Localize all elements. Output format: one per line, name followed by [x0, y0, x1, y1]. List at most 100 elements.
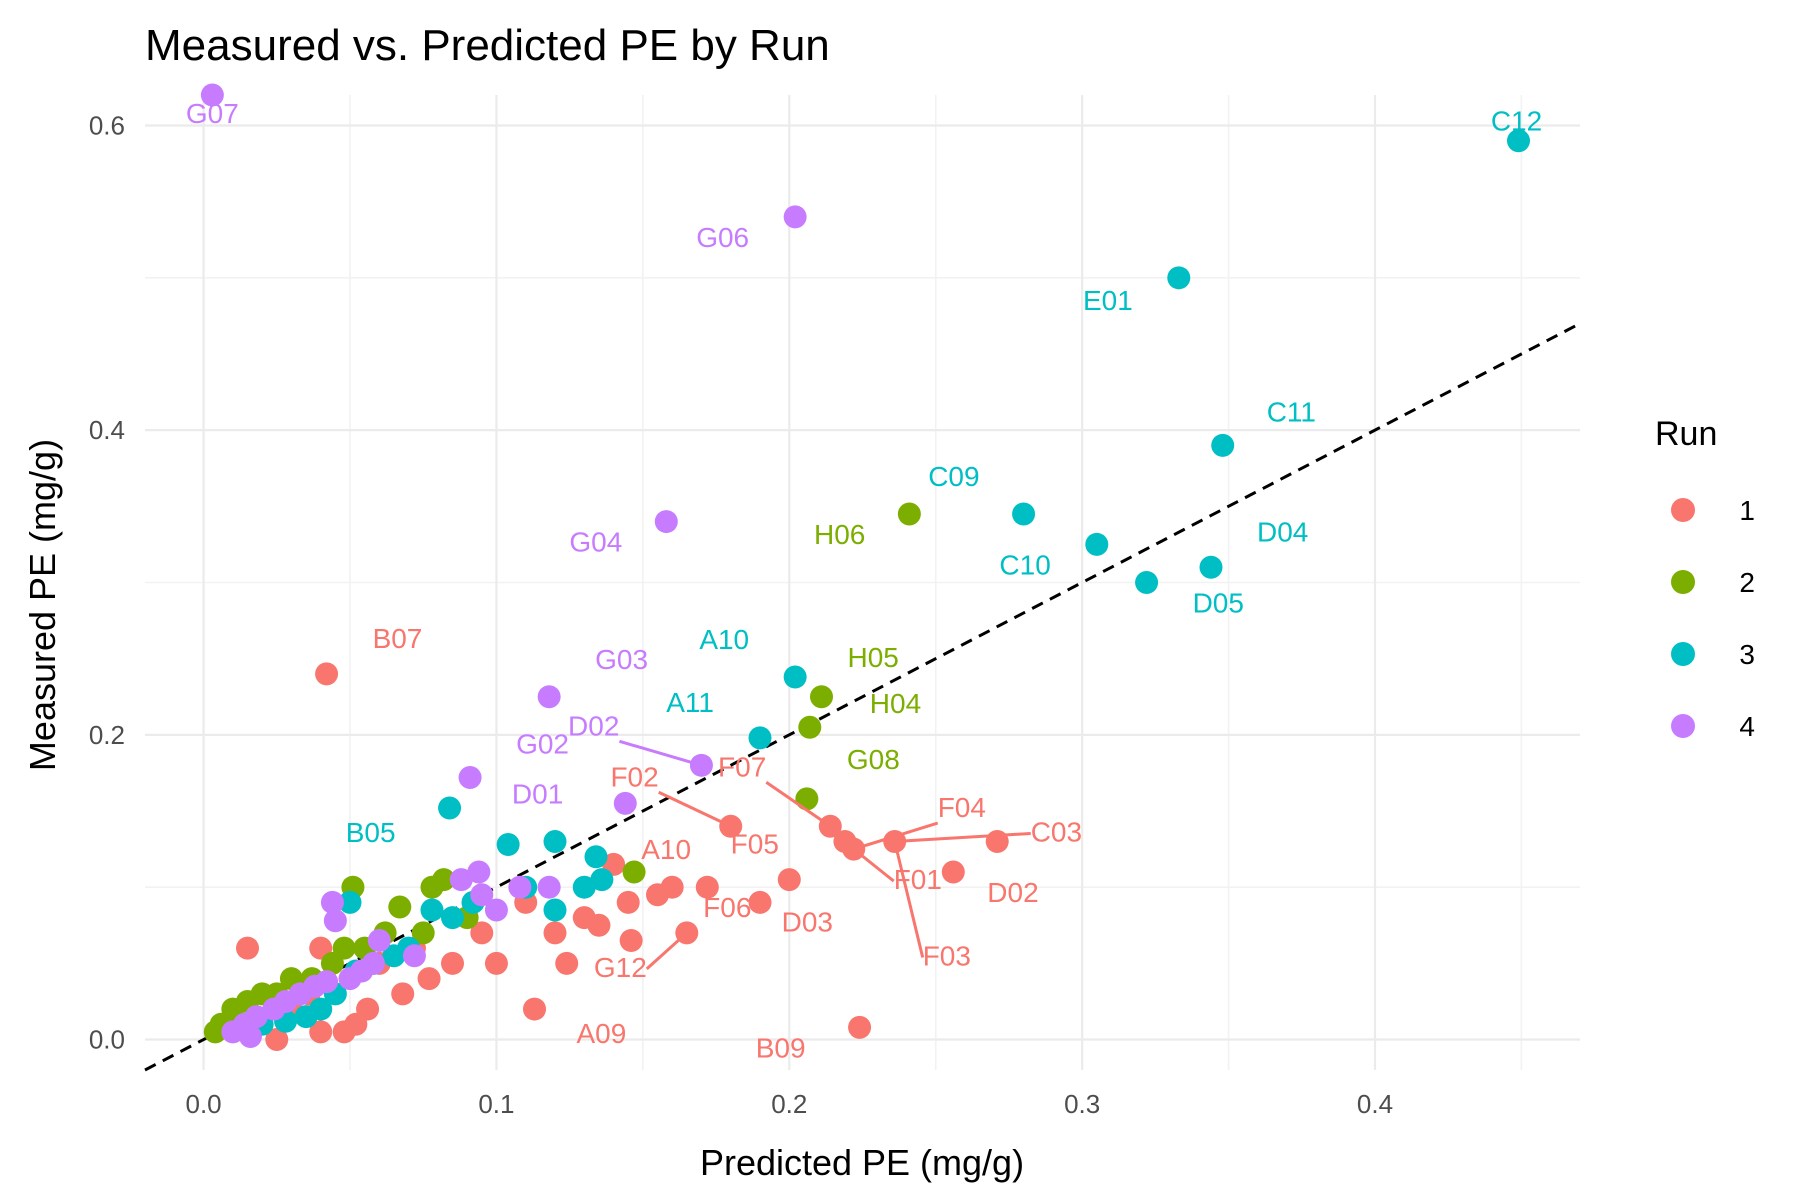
point-label: G02 — [516, 729, 569, 760]
point-label: C12 — [1491, 106, 1542, 137]
point-label: G04 — [569, 527, 622, 558]
point-label: B07 — [373, 623, 423, 654]
y-axis-title: Measured PE (mg/g) — [22, 439, 63, 771]
scatter-point-run-2 — [320, 951, 344, 975]
scatter-point-run-1 — [941, 860, 965, 884]
annotation-leader-line — [645, 931, 688, 971]
scatter-point-run-1 — [309, 1020, 333, 1044]
label-layer: G07 C12 G06 E01 C11 C09 H06 G04 D04 C10 D05 B07 A10 H… — [186, 98, 1542, 1063]
point-label: A10 — [641, 834, 691, 865]
x-tick-label: 0.2 — [771, 1089, 807, 1119]
scatter-point-run-4 — [508, 875, 532, 899]
annotation-leader-line — [893, 841, 925, 958]
point-label: C03 — [1031, 816, 1082, 847]
scatter-point-run-2 — [203, 1020, 227, 1044]
scatter-point-run-2 — [622, 860, 646, 884]
scatter-point-run-4 — [467, 860, 491, 884]
y-tick-label: 0.0 — [89, 1025, 125, 1055]
scatter-point-run-1 — [391, 982, 415, 1006]
scatter-point-run-1 — [315, 662, 339, 686]
scatter-point-run-1 — [985, 829, 1009, 853]
point-label: D01 — [512, 778, 563, 809]
scatter-point-run-1 — [616, 890, 640, 914]
y-tick-label: 0.2 — [89, 720, 125, 750]
scatter-point-run-2 — [432, 868, 456, 892]
scatter-point-run-3 — [543, 898, 567, 922]
scatter-point-run-3 — [1012, 502, 1036, 526]
point-label: A10 — [699, 624, 749, 655]
scatter-point-run-3 — [584, 845, 608, 869]
point-label: D03 — [782, 907, 833, 938]
scatter-point-run-4 — [262, 997, 286, 1021]
annotation-leader-line — [619, 739, 702, 767]
point-label: F04 — [938, 792, 986, 823]
point-label: G06 — [696, 222, 749, 253]
scatter-point-run-3 — [420, 898, 444, 922]
x-axis-title: Predicted PE (mg/g) — [700, 1142, 1024, 1183]
scatter-point-run-2 — [795, 787, 819, 811]
y-tick-label: 0.4 — [89, 415, 125, 445]
annotation-leader-line — [894, 831, 1031, 843]
scatter-point-run-3 — [1211, 433, 1235, 457]
x-tick-label: 0.1 — [478, 1089, 514, 1119]
scatter-point-run-2 — [798, 715, 822, 739]
point-label: A11 — [666, 687, 714, 718]
scatter-point-run-4 — [537, 875, 561, 899]
legend: Run 1 2 3 4 — [1655, 415, 1755, 742]
axis-layer: 0.0 0.1 0.2 0.3 0.4 0.0 0.2 0.4 0.6 — [89, 110, 1393, 1119]
scatter-point-run-4 — [238, 1024, 262, 1048]
scatter-point-run-2 — [810, 685, 833, 709]
scatter-point-run-3 — [590, 868, 614, 892]
scatter-point-run-1 — [777, 868, 801, 892]
scatter-point-run-2 — [411, 921, 435, 945]
scatter-point-run-4 — [783, 205, 807, 229]
scatter-point-run-4 — [200, 83, 224, 107]
scatter-point-run-3 — [543, 829, 567, 853]
point-label: D04 — [1257, 516, 1308, 547]
legend-label-run-1: 1 — [1739, 495, 1755, 526]
point-label: F03 — [923, 940, 971, 971]
scatter-point-run-4 — [402, 944, 426, 968]
point-label: B05 — [346, 817, 396, 848]
chart-title: Measured vs. Predicted PE by Run — [145, 21, 830, 70]
scatter-point-run-1 — [555, 951, 579, 975]
scatter-point-run-3 — [441, 906, 464, 930]
annotation-leader-line — [853, 821, 939, 851]
x-tick-label: 0.0 — [185, 1089, 221, 1119]
legend-label-run-2: 2 — [1739, 567, 1755, 598]
legend-key-run-4 — [1671, 714, 1695, 738]
legend-key-run-2 — [1671, 570, 1695, 594]
point-label: G12 — [594, 952, 647, 983]
legend-key-run-3 — [1671, 642, 1695, 666]
point-label: H06 — [814, 519, 865, 550]
point-label: G03 — [595, 644, 648, 675]
point-label: D02 — [987, 877, 1038, 908]
annotation-leader-line — [852, 847, 895, 883]
point-label: F02 — [610, 761, 658, 792]
scatter-point-run-3 — [438, 796, 462, 820]
point-label: C09 — [928, 461, 979, 492]
scatter-point-run-3 — [496, 833, 520, 857]
scatter-point-run-1 — [587, 913, 611, 937]
scatter-point-run-4 — [338, 967, 362, 991]
scatter-point-run-3 — [572, 875, 596, 899]
scatter-point-run-4 — [367, 929, 391, 953]
scatter-point-run-3 — [748, 726, 772, 750]
scatter-point-run-4 — [323, 909, 347, 933]
legend-label-run-3: 3 — [1739, 639, 1755, 670]
annotation-leader-line — [765, 781, 832, 828]
y-tick-label: 0.6 — [89, 110, 125, 140]
legend-label-run-4: 4 — [1739, 711, 1755, 742]
scatter-point-run-3 — [1085, 532, 1109, 556]
scatter-point-run-4 — [654, 510, 678, 534]
points-layer — [200, 83, 1530, 1052]
scatter-point-run-2 — [388, 895, 412, 919]
point-label: H04 — [870, 688, 921, 719]
scatter-point-run-1 — [417, 967, 441, 991]
point-label: F06 — [703, 892, 751, 923]
scatter-point-run-1 — [543, 921, 567, 945]
scatter-point-run-3 — [1135, 571, 1159, 594]
point-label: C10 — [999, 549, 1050, 580]
point-label: D05 — [1193, 588, 1244, 619]
